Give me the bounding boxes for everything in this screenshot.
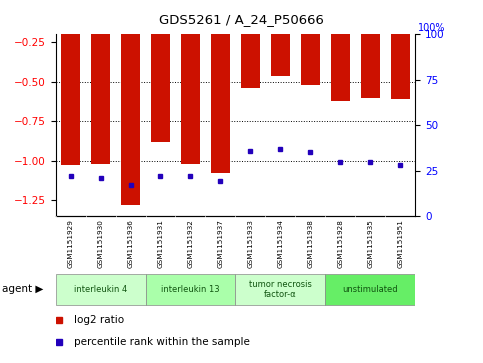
Bar [91,34,110,164]
Bar [391,34,410,99]
Text: GSM1151935: GSM1151935 [368,219,373,268]
Text: GDS5261 / A_24_P50666: GDS5261 / A_24_P50666 [159,13,324,26]
FancyBboxPatch shape [236,274,326,305]
Text: interleukin 13: interleukin 13 [161,285,220,294]
Text: GSM1151930: GSM1151930 [98,219,103,268]
FancyBboxPatch shape [145,274,236,305]
Bar [61,34,80,166]
Bar [181,34,200,164]
Bar [241,34,260,88]
Bar [151,34,170,142]
Text: GSM1151933: GSM1151933 [247,219,254,268]
Text: GSM1151929: GSM1151929 [68,219,73,268]
Text: interleukin 4: interleukin 4 [74,285,127,294]
FancyBboxPatch shape [326,274,415,305]
Bar [121,34,140,205]
Text: 100%: 100% [418,23,446,33]
Text: GSM1151931: GSM1151931 [157,219,164,268]
Text: GSM1151928: GSM1151928 [338,219,343,268]
Text: GSM1151951: GSM1151951 [398,219,403,268]
Text: log2 ratio: log2 ratio [73,315,124,325]
FancyBboxPatch shape [56,274,145,305]
Text: unstimulated: unstimulated [342,285,398,294]
Bar [361,34,380,98]
Bar [211,34,230,174]
Text: GSM1151937: GSM1151937 [217,219,224,268]
Text: GSM1151934: GSM1151934 [277,219,284,268]
Text: GSM1151936: GSM1151936 [128,219,133,268]
Bar [331,34,350,101]
Text: tumor necrosis
factor-α: tumor necrosis factor-α [249,280,312,299]
Text: GSM1151938: GSM1151938 [307,219,313,268]
Bar [301,34,320,85]
Bar [270,34,290,76]
Text: percentile rank within the sample: percentile rank within the sample [73,337,249,347]
Text: agent ▶: agent ▶ [2,285,44,294]
Text: GSM1151932: GSM1151932 [187,219,194,268]
